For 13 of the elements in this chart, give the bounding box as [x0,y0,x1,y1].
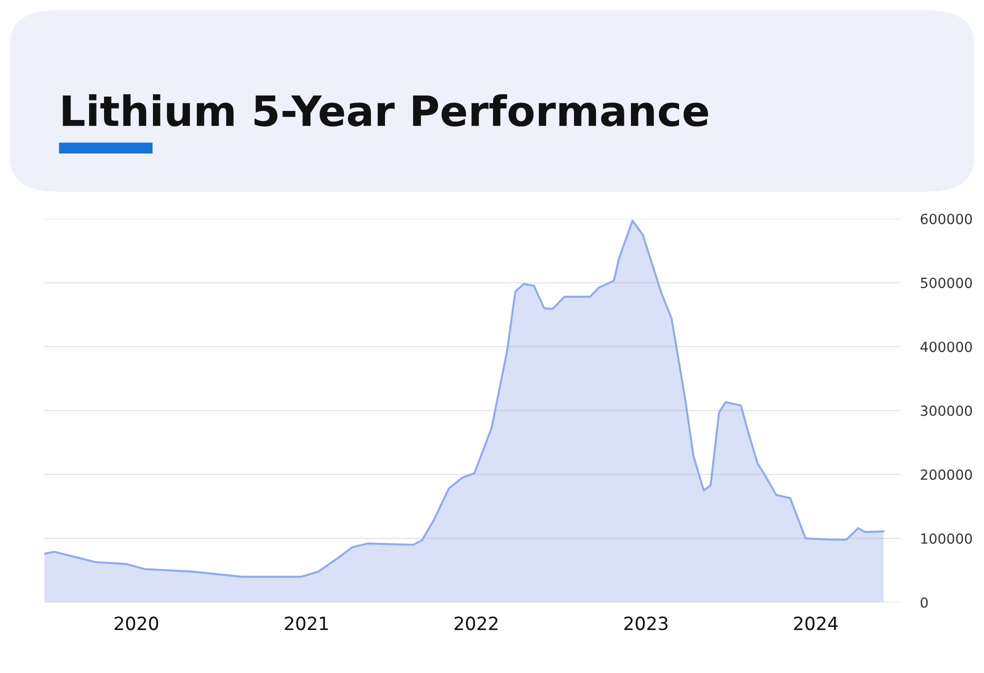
y-tick-label: 600000 [920,214,972,224]
y-tick-label: 100000 [921,533,972,544]
chart-title: Lithium 5-Year Performance [62,94,708,126]
y-tick-label: 200000 [920,469,972,480]
x-tick-label: 2021 [284,616,328,630]
x-tick-label: 2020 [114,616,158,630]
x-tick-label: 2024 [794,616,838,630]
y-tick-label: 400000 [920,342,972,352]
x-tick-label: 2023 [624,616,668,630]
x-tick-label: 2022 [454,616,498,630]
y-tick-label: 0 [920,597,928,608]
y-tick-label: 300000 [920,406,972,416]
y-tick-label: 500000 [920,278,972,288]
